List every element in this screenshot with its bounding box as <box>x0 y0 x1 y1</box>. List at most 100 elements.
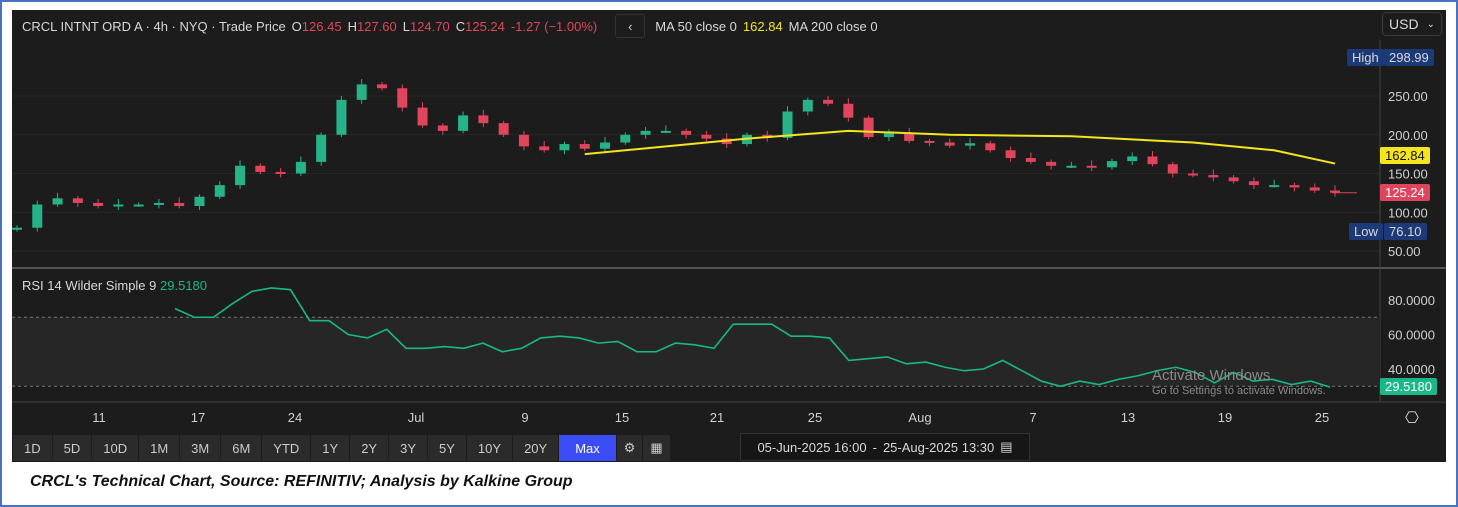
candle-body <box>1289 185 1300 188</box>
range-end: 25-Aug-2025 13:30 <box>882 439 995 455</box>
candle-body <box>153 202 164 205</box>
candle-body <box>640 130 651 135</box>
chart-canvas[interactable]: 50.00 100.00 150.00 200.00 250.00 40.0000 60.0… <box>12 10 1446 462</box>
timeframe-20y[interactable]: 20Y <box>513 435 560 461</box>
table-icon[interactable]: ▦ <box>643 435 671 461</box>
ma50-label: MA 50 close 0 <box>655 18 737 34</box>
date-range-picker[interactable]: 05-Jun-2025 16:00 - 25-Aug-2025 13:30 ▤ <box>740 433 1030 461</box>
candle-body <box>1208 175 1219 178</box>
candle-body <box>843 103 854 118</box>
candle-body <box>600 142 611 149</box>
timeframe-1y[interactable]: 1Y <box>311 435 351 461</box>
timeframe-max[interactable]: Max <box>559 435 617 461</box>
candle-body <box>255 165 266 172</box>
date-tick-label: 9 <box>521 410 528 425</box>
date-tick-label: 17 <box>191 410 205 425</box>
timeframe-6m[interactable]: 6M <box>221 435 263 461</box>
rsi-badge: 29.5180 <box>1380 378 1437 395</box>
high-badge-label: High <box>1347 49 1384 66</box>
symbol-info: CRCL INTNT ORD A · 4h · NYQ · Trade Pric… <box>22 18 286 34</box>
high-value: 127.60 <box>356 18 397 34</box>
date-tick-label: 13 <box>1121 410 1135 425</box>
rsi-legend: RSI 14 Wilder Simple 9 29.5180 <box>22 278 207 293</box>
date-tick-label: 21 <box>710 410 724 425</box>
candle-body <box>701 134 712 139</box>
price-tick-label: 150.00 <box>1388 167 1428 182</box>
candle-body <box>620 134 631 143</box>
candle-body <box>295 161 306 174</box>
settings-icon[interactable]: ⎔ <box>1405 410 1419 427</box>
candle-body <box>376 84 387 89</box>
currency-select[interactable]: USD ⌄ <box>1382 12 1442 36</box>
calendar-icon[interactable]: ▤ <box>1000 439 1013 454</box>
candle-body <box>863 117 874 138</box>
candle-body <box>93 202 104 207</box>
rsi-tick-label: 60.0000 <box>1388 328 1435 343</box>
candle-body <box>1086 165 1097 168</box>
date-tick-label: Jul <box>408 410 425 425</box>
candle-body <box>458 115 469 131</box>
close-label: C <box>455 18 466 34</box>
rsi-band <box>12 317 1380 387</box>
chevron-left-icon: ‹ <box>628 18 633 34</box>
timeframe-10d[interactable]: 10D <box>92 435 140 461</box>
gear-icon[interactable]: ⚙ <box>616 435 644 461</box>
last-price-badge: 125.24 <box>1380 184 1430 201</box>
ma50-value: 162.84 <box>742 18 783 34</box>
date-tick-label: 25 <box>808 410 822 425</box>
date-tick-label: 15 <box>615 410 629 425</box>
date-tick-label: 11 <box>92 410 106 425</box>
candle-body <box>1269 185 1280 188</box>
candle-body <box>437 125 448 131</box>
price-tick-label: 100.00 <box>1388 205 1428 220</box>
candle-body <box>52 198 63 205</box>
high-label: H <box>347 18 357 34</box>
date-tick-label: 7 <box>1029 410 1036 425</box>
date-tick-label: 25 <box>1315 410 1329 425</box>
price-tick-label: 200.00 <box>1388 128 1428 143</box>
low-value: 124.70 <box>409 18 450 34</box>
candle-body <box>883 133 894 138</box>
high-badge: 298.99 <box>1384 49 1434 66</box>
timeframe-1d[interactable]: 1D <box>13 435 53 461</box>
timeframe-10y[interactable]: 10Y <box>466 435 514 461</box>
ma200-label: MA 200 close 0 <box>788 18 878 34</box>
caption: CRCL's Technical Chart, Source: REFINITI… <box>30 473 573 490</box>
candle-body <box>559 144 570 151</box>
candle-body <box>579 144 590 149</box>
windows-watermark: Activate Windows Go to Settings to activa… <box>1152 368 1326 398</box>
range-start: 05-Jun-2025 16:00 <box>757 439 867 455</box>
timeframe-3m[interactable]: 3M <box>180 435 222 461</box>
timeframe-1m[interactable]: 1M <box>139 435 181 461</box>
timeframe-ytd[interactable]: YTD <box>262 435 312 461</box>
timeframe-2y[interactable]: 2Y <box>350 435 390 461</box>
candle-body <box>194 196 205 207</box>
watermark-line2: Go to Settings to activate Windows. <box>1152 385 1326 397</box>
collapse-legend-button[interactable]: ‹ <box>615 14 646 38</box>
timeframe-5d[interactable]: 5D <box>52 435 93 461</box>
change-value: -1.27 (−1.00%) <box>510 18 598 34</box>
chevron-down-icon: ⌄ <box>1426 18 1435 30</box>
candle-body <box>316 134 327 162</box>
candle-body <box>539 146 550 151</box>
rsi-line <box>174 287 1331 388</box>
timeframe-3y[interactable]: 3Y <box>389 435 429 461</box>
low-badge: 76.10 <box>1384 223 1427 240</box>
price-tick-label: 50.00 <box>1388 244 1421 259</box>
candle-body <box>944 142 955 146</box>
candle-body <box>12 227 22 230</box>
timeframe-5y[interactable]: 5Y <box>428 435 467 461</box>
candle-body <box>518 134 529 147</box>
rsi-value: 29.5180 <box>160 278 208 293</box>
date-tick-label: Aug <box>908 410 931 425</box>
candle-body <box>1066 165 1077 168</box>
candle-body <box>113 204 124 207</box>
candle-body <box>275 171 286 174</box>
date-tick-label: 19 <box>1218 410 1232 425</box>
candle-body <box>1005 150 1016 158</box>
rsi-tick-label: 40.0000 <box>1388 362 1435 377</box>
ma50-line <box>584 129 1336 165</box>
ma-badge: 162.84 <box>1380 147 1430 164</box>
candle-body <box>1147 156 1158 165</box>
